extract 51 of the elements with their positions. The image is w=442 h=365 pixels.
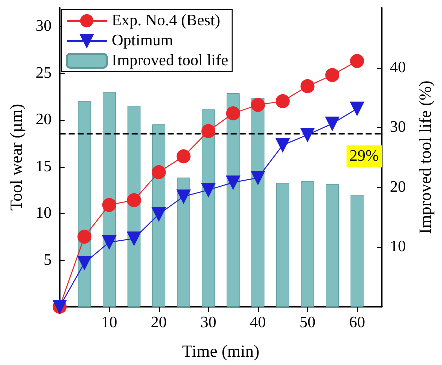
- point: [350, 102, 364, 116]
- ref-line-label: 29%: [350, 148, 380, 166]
- point: [226, 176, 240, 190]
- y-tick-label: 20: [36, 112, 52, 129]
- y-axis-title: Tool wear (µm): [7, 104, 26, 211]
- bar: [276, 183, 290, 307]
- x-tick-label: 20: [151, 314, 168, 332]
- point: [350, 54, 364, 68]
- y-tick-label: 15: [36, 158, 52, 176]
- bar: [102, 92, 116, 307]
- y-tick-label: 30: [36, 18, 52, 36]
- x-tick-label: 50: [300, 314, 316, 332]
- point: [78, 256, 92, 270]
- point: [326, 68, 340, 82]
- point: [152, 207, 166, 222]
- y-tick-label: 25: [36, 64, 52, 82]
- point: [251, 98, 266, 112]
- y-tick-label: 10: [36, 205, 52, 222]
- y2-tick-label: 40: [390, 59, 406, 76]
- x-tick-label: 30: [200, 314, 217, 332]
- y-tick-label: 5: [44, 252, 52, 269]
- y2-tick-label: 20: [390, 178, 406, 196]
- point: [176, 190, 191, 204]
- y2-tick-label: 30: [390, 119, 406, 136]
- point: [326, 116, 340, 131]
- point: [202, 124, 216, 138]
- x-tick-label: 40: [250, 314, 266, 332]
- x-axis-title: Time (min): [182, 342, 260, 361]
- bar: [177, 178, 190, 307]
- y2-tick-label: 10: [390, 238, 406, 256]
- point: [102, 236, 116, 250]
- point: [300, 128, 315, 142]
- legend-label: Improved tool life: [112, 52, 228, 70]
- point: [276, 94, 290, 108]
- bar: [326, 184, 340, 307]
- bar: [301, 181, 314, 307]
- legend-label: Optimum: [112, 32, 174, 50]
- point: [226, 106, 240, 121]
- bar: [350, 195, 364, 307]
- y2-axis-title: Improved tool life (%): [416, 80, 435, 234]
- point: [176, 150, 191, 164]
- legend-label: Exp. No.4 (Best): [112, 12, 220, 30]
- x-tick-label: 60: [349, 314, 366, 332]
- point: [78, 230, 92, 244]
- point: [251, 171, 266, 186]
- point: [202, 183, 216, 198]
- x-tick-label: 10: [101, 314, 118, 332]
- point: [276, 138, 290, 152]
- point: [300, 79, 315, 94]
- point: [102, 198, 116, 212]
- point: [152, 165, 166, 180]
